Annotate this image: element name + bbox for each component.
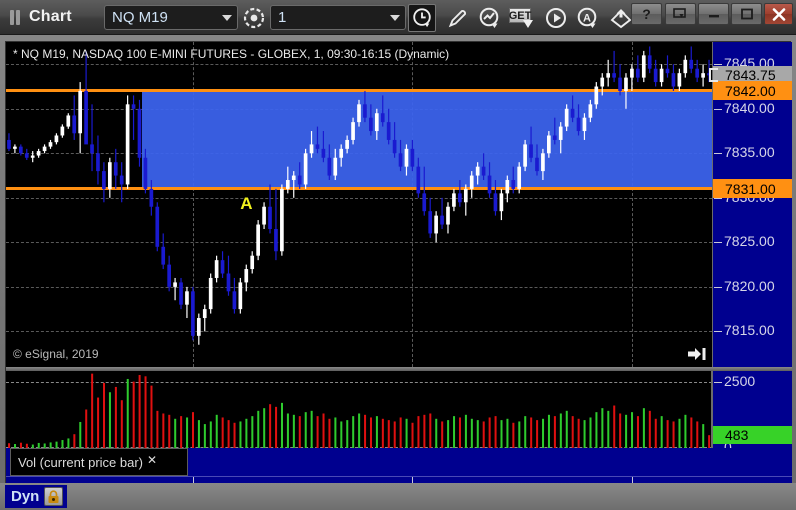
chart-container[interactable]: A * NQ M19, NASDAQ 100 E-MINI FUTURES - … bbox=[5, 41, 792, 505]
zone-lower-level-line[interactable] bbox=[6, 187, 712, 191]
legend-strip: Vol (current price bar) ✕ bbox=[6, 448, 792, 476]
close-window-button[interactable] bbox=[764, 3, 793, 25]
time-gridline bbox=[631, 42, 633, 367]
volume-axis[interactable]: 2500 0 483 bbox=[712, 371, 792, 455]
dynamic-mode-indicator[interactable]: Dyn bbox=[5, 485, 68, 508]
chevron-down-icon bbox=[523, 20, 533, 28]
current-volume-tag: 483 bbox=[713, 426, 792, 445]
get-data-button[interactable]: GET bbox=[508, 4, 536, 32]
price-axis-tick bbox=[714, 286, 722, 288]
play-button[interactable] bbox=[542, 4, 570, 32]
goto-last-bar-icon[interactable] bbox=[688, 347, 706, 361]
window-title: Chart bbox=[29, 8, 72, 25]
refresh-symbol-button[interactable] bbox=[240, 4, 268, 32]
pane-splitter[interactable] bbox=[6, 367, 792, 371]
help-label: ? bbox=[642, 6, 651, 22]
minimize-window-button[interactable] bbox=[698, 3, 729, 25]
price-axis-tick bbox=[714, 242, 722, 244]
last-price-cursor-icon bbox=[709, 68, 718, 83]
window-titlebar: Chart NQ M19 1 bbox=[0, 0, 796, 35]
help-button[interactable]: ? bbox=[631, 3, 662, 25]
time-gridline bbox=[192, 42, 194, 367]
time-axis-tick bbox=[412, 477, 414, 483]
chevron-down-icon[interactable] bbox=[217, 6, 237, 29]
price-gridline bbox=[6, 242, 712, 244]
legend-label: Vol (current price bar) bbox=[18, 454, 143, 470]
restore-window-icon bbox=[673, 7, 686, 18]
share-arrow-icon bbox=[610, 9, 632, 29]
price-gridline bbox=[6, 64, 712, 66]
line-study-icon bbox=[479, 7, 499, 28]
zone-low-price-tag[interactable]: 7831.00 bbox=[713, 179, 792, 199]
price-axis-tick bbox=[714, 153, 722, 155]
time-axis-tick bbox=[192, 477, 194, 483]
maximize-window-icon bbox=[740, 8, 753, 20]
refresh-gear-icon bbox=[243, 7, 265, 29]
time-template-button[interactable] bbox=[408, 4, 436, 32]
interval-value: 1 bbox=[278, 9, 287, 26]
volume-pane[interactable] bbox=[6, 371, 712, 448]
price-axis-label: 7815.00 bbox=[724, 322, 775, 339]
last-price-tag: 7843.75 bbox=[713, 65, 792, 85]
price-axis[interactable]: 7845.007840.007835.007830.007825.007820.… bbox=[709, 42, 792, 367]
time-gridline bbox=[412, 42, 414, 367]
restore-window-button[interactable] bbox=[665, 3, 696, 25]
letter-a-circle-icon: A bbox=[577, 7, 597, 28]
study-title-text: * NQ M19, NASDAQ 100 E-MINI FUTURES - GL… bbox=[13, 47, 450, 61]
status-bar: Dyn bbox=[0, 483, 796, 510]
symbol-value: NQ M19 bbox=[112, 9, 168, 26]
copyright-text: © eSignal, 2019 bbox=[13, 347, 99, 361]
minimize-window-icon bbox=[708, 15, 719, 18]
zone-upper-level-line[interactable] bbox=[6, 89, 712, 93]
grip-icon bbox=[10, 10, 24, 25]
send-to-button[interactable] bbox=[607, 4, 635, 32]
get-text-icon: GET bbox=[508, 8, 532, 23]
price-gridline bbox=[6, 331, 712, 333]
price-axis-label: 7820.00 bbox=[724, 277, 775, 294]
candlestick-series bbox=[7, 46, 711, 345]
maximize-window-button[interactable] bbox=[731, 3, 762, 25]
annotation-button[interactable]: A bbox=[574, 4, 602, 32]
price-axis-label: 7840.00 bbox=[724, 99, 775, 116]
close-icon[interactable]: ✕ bbox=[147, 452, 158, 467]
chevron-down-icon[interactable] bbox=[385, 6, 405, 29]
lock-icon[interactable] bbox=[44, 487, 64, 506]
clock-icon bbox=[413, 8, 431, 28]
volume-study-legend[interactable]: Vol (current price bar) ✕ bbox=[10, 448, 188, 476]
time-axis-tick bbox=[631, 477, 633, 483]
svg-text:A: A bbox=[583, 13, 591, 25]
price-axis-tick bbox=[714, 64, 722, 66]
play-icon bbox=[546, 8, 566, 28]
dynamic-mode-label: Dyn bbox=[11, 488, 40, 505]
price-axis-label: 7835.00 bbox=[724, 144, 775, 161]
zone-high-price-tag[interactable]: 7842.00 bbox=[713, 81, 792, 101]
price-zone-rectangle[interactable] bbox=[142, 90, 712, 189]
volume-axis-tick bbox=[714, 381, 722, 383]
pencil-icon bbox=[448, 10, 466, 28]
studies-button[interactable] bbox=[476, 4, 504, 32]
price-axis-label: 7825.00 bbox=[724, 233, 775, 250]
close-icon bbox=[772, 7, 785, 21]
price-gridline bbox=[6, 197, 712, 199]
price-pane[interactable]: A * NQ M19, NASDAQ 100 E-MINI FUTURES - … bbox=[6, 42, 712, 367]
volume-gridline bbox=[6, 381, 711, 383]
volume-axis-label: 2500 bbox=[724, 372, 756, 389]
interval-combo[interactable]: 1 bbox=[270, 5, 406, 30]
price-gridline bbox=[6, 286, 712, 288]
price-axis-tick bbox=[714, 108, 722, 110]
annotation-marker-a[interactable]: A bbox=[240, 193, 253, 213]
price-axis-tick bbox=[714, 331, 722, 333]
volume-axis-label: 0 bbox=[724, 439, 732, 455]
volume-bar-series bbox=[8, 373, 711, 448]
draw-tool-button[interactable] bbox=[443, 4, 471, 32]
symbol-combo[interactable]: NQ M19 bbox=[104, 5, 238, 30]
status-bar-fill bbox=[5, 485, 791, 508]
